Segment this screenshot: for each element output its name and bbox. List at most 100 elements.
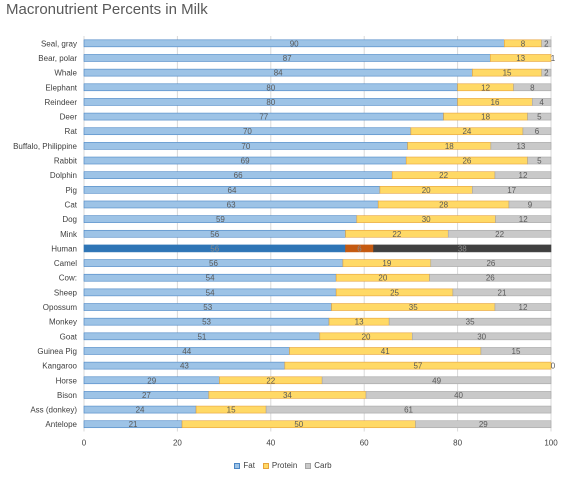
category-label: Seal, gray (41, 39, 77, 48)
data-label-carb: 17 (507, 186, 516, 195)
data-label-fat: 70 (243, 127, 252, 136)
category-label: Ass (donkey) (30, 406, 77, 415)
data-label-carb: 6 (535, 127, 540, 136)
data-label-fat: 56 (209, 259, 218, 268)
data-label-fat: 90 (290, 39, 299, 48)
category-label: Pig (65, 186, 77, 195)
data-label-protein: 30 (422, 215, 431, 224)
bar-segment-carb (527, 156, 552, 165)
data-label-fat: 21 (129, 420, 138, 429)
data-label-protein: 20 (378, 274, 387, 283)
data-label-carb: 12 (519, 215, 528, 224)
bar-segment-carb (430, 259, 552, 267)
category-label: Rabbit (54, 157, 78, 166)
data-label-carb: 30 (477, 332, 486, 341)
data-label-carb: 49 (432, 376, 441, 385)
data-label-fat: 53 (202, 318, 211, 327)
data-label-protein: 28 (439, 200, 448, 209)
x-tick-label: 40 (266, 439, 275, 448)
data-label-protein: 25 (390, 288, 399, 297)
x-tick-label: 60 (360, 439, 369, 448)
data-label-protein: 20 (422, 186, 431, 195)
category-label: Bison (57, 391, 77, 400)
data-label-fat: 70 (241, 142, 250, 151)
data-label-carb: 21 (498, 288, 507, 297)
data-label-protein: 24 (462, 127, 471, 136)
bar-segment-carb (415, 420, 552, 429)
data-label-fat: 24 (136, 406, 145, 415)
data-label-carb: 9 (528, 200, 533, 209)
data-label-protein: 19 (382, 259, 391, 268)
data-label-carb: 26 (486, 274, 495, 283)
data-label-fat: 66 (234, 171, 243, 180)
data-label-carb: 61 (404, 406, 413, 415)
data-label-carb: 35 (466, 318, 475, 327)
data-label-fat: 80 (266, 98, 275, 107)
data-label-fat: 51 (197, 332, 206, 341)
category-label: Mink (60, 230, 78, 239)
bar-segment-carb (494, 171, 552, 179)
category-label: Bear, polar (38, 54, 77, 63)
data-label-fat: 80 (266, 83, 275, 92)
data-label-protein: 8 (521, 39, 526, 48)
data-label-carb: 2 (544, 39, 549, 48)
bar-segment-carb (373, 244, 552, 253)
data-label-fat: 29 (147, 376, 156, 385)
data-label-carb: 5 (537, 157, 542, 166)
category-label: Camel (54, 259, 77, 268)
bar-segment-carb (452, 288, 552, 297)
bar-segment-carb (522, 127, 552, 136)
legend-label: Carb (314, 461, 332, 470)
data-label-fat: 84 (274, 69, 283, 78)
x-tick-label: 80 (453, 439, 462, 448)
legend-swatch (262, 462, 269, 469)
x-tick-label: 0 (82, 439, 87, 448)
data-label-fat: 63 (227, 200, 236, 209)
data-label-protein: 13 (355, 318, 364, 327)
x-tick-label: 20 (173, 439, 182, 448)
bar-segment-protein (284, 361, 552, 370)
bar-segment-carb (541, 68, 552, 77)
data-label-protein: 22 (266, 376, 275, 385)
category-label: Cow: (59, 274, 77, 283)
data-label-fat: 54 (206, 274, 215, 283)
bar-segment-carb (447, 229, 552, 238)
data-label-protein: 12 (481, 83, 490, 92)
data-label-carb: 13 (516, 142, 525, 151)
data-label-protein: 34 (283, 391, 292, 400)
bar-segment-carb (495, 215, 552, 223)
data-label-fat: 87 (283, 54, 292, 63)
data-label-carb: 8 (530, 83, 535, 92)
category-label: Guinea Pig (37, 347, 77, 356)
category-label: Dog (62, 215, 77, 224)
data-label-carb: 40 (454, 391, 463, 400)
bar-segment-carb (490, 142, 552, 150)
data-label-carb: 26 (486, 259, 495, 268)
data-label-carb: 22 (495, 230, 504, 239)
data-label-fat: 69 (241, 157, 250, 166)
data-label-protein: 18 (445, 142, 454, 151)
bar-segment-carb (513, 83, 552, 92)
category-label: Whale (54, 69, 77, 78)
data-label-carb: 12 (519, 171, 528, 180)
bar-segment-carb (411, 332, 552, 341)
bar-segment-protein (489, 54, 552, 62)
data-label-protein: 41 (381, 347, 390, 356)
data-label-protein: 35 (409, 303, 418, 312)
data-label-protein: 26 (462, 157, 471, 166)
bar-segment-carb (365, 391, 552, 399)
data-label-carb: 38 (458, 244, 467, 253)
bar-segment-carb (429, 273, 552, 282)
category-label: Goat (60, 332, 78, 341)
legend-item-fat: Fat (234, 461, 255, 470)
bar-segment-carb (494, 303, 552, 311)
category-label: Kangaroo (42, 362, 77, 371)
bar-segment-carb (472, 186, 552, 194)
data-label-carb: 4 (539, 98, 544, 107)
category-label: Monkey (49, 318, 77, 327)
category-label: Opossum (43, 303, 78, 312)
category-label: Elephant (45, 83, 77, 92)
legend-item-carb: Carb (305, 461, 332, 470)
legend-label: Protein (271, 461, 298, 470)
legend-swatch (234, 462, 241, 469)
